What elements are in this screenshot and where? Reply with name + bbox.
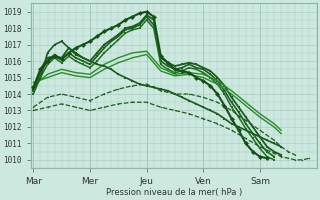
X-axis label: Pression niveau de la mer( hPa ): Pression niveau de la mer( hPa ) [106, 188, 242, 197]
